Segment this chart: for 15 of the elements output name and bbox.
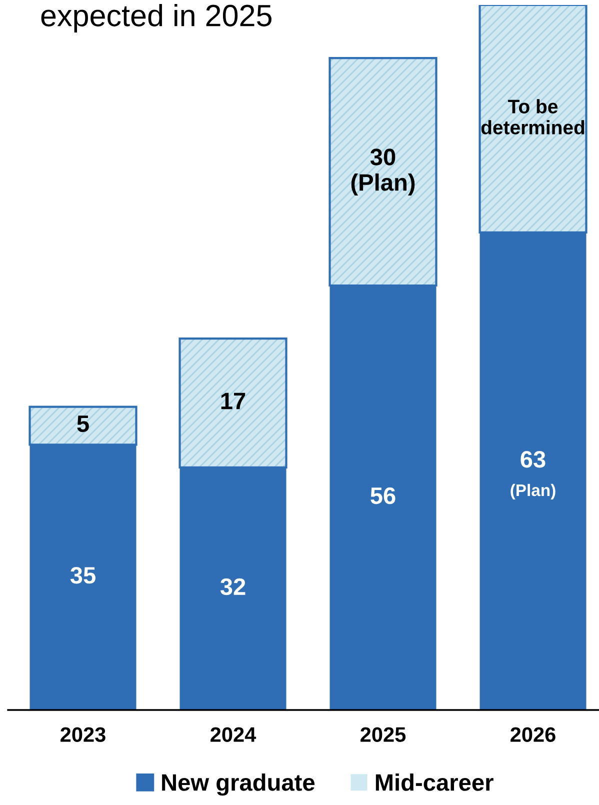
data-label: 32 [220,578,246,596]
data-label: 30 (Plan) [351,148,415,196]
data-label: To be determined [481,99,584,134]
data-label: 35 [70,566,96,584]
data-label: 63 (Plan) [510,450,556,500]
x-tick-label: 2023 [60,727,106,742]
legend-label: New graduate [162,774,315,796]
legend-label: Mid-career [376,774,494,791]
data-label: 56 [370,487,396,504]
x-tick-label: 2026 [510,727,556,742]
x-tick-label: 2025 [360,727,406,742]
chart-title: expected in 2025 [41,4,272,32]
data-label: 17 [221,392,246,410]
x-tick-label: 2024 [210,727,256,742]
data-label: 5 [77,416,89,432]
